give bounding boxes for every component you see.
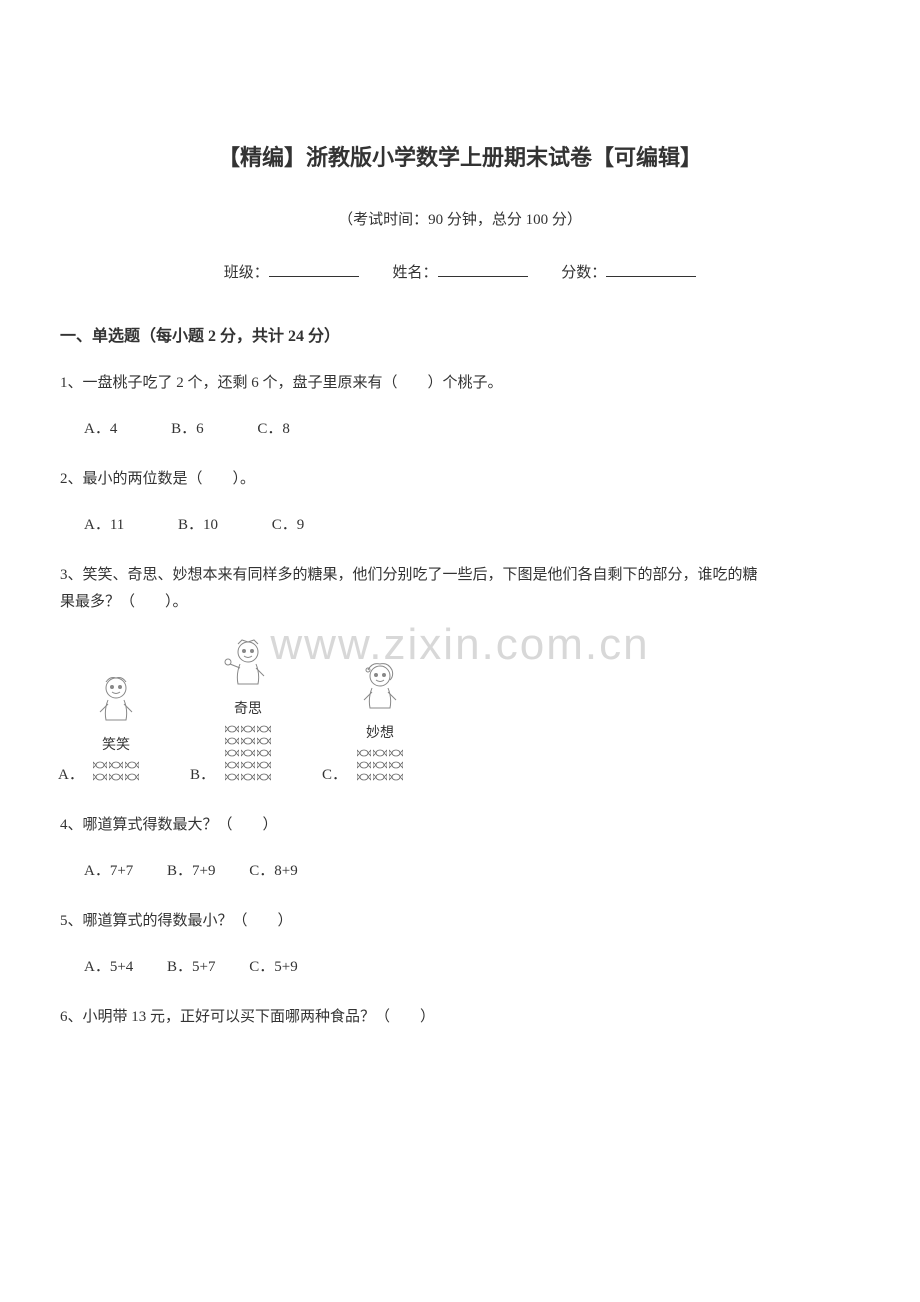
q1-opt-b: B．6: [171, 417, 204, 438]
miaoxiang-character-icon: [354, 660, 406, 718]
q5-opt-b: B．5+7: [167, 955, 215, 976]
q3-line2: 果最多？（ ）。: [60, 594, 188, 610]
q3-opt-c: 妙想 C．: [354, 660, 406, 784]
class-label: 班级：: [224, 265, 269, 281]
question-1: 1、一盘桃子吃了 2 个，还剩 6 个，盘子里原来有（ ）个桃子。: [60, 370, 860, 397]
q3-opt-c-label: C．: [322, 763, 347, 784]
page-title: 【精编】浙教版小学数学上册期末试卷【可编辑】: [60, 140, 860, 172]
q3-opt-a-label: A．: [58, 763, 84, 784]
question-3-options: 笑笑 A． 奇思: [60, 636, 860, 784]
q2-opt-b: B．10: [178, 513, 218, 534]
xiaoxi-candies: [93, 760, 139, 784]
q3-opt-b: 奇思 B．: [222, 636, 274, 784]
score-label: 分数：: [561, 265, 606, 281]
question-6: 6、小明带 13 元，正好可以买下面哪两种食品？（ ）: [60, 1004, 860, 1031]
question-1-options: A．4 B．6 C．8: [60, 417, 860, 438]
q5-opt-a: A．5+4: [84, 955, 133, 976]
q4-opt-a: A．7+7: [84, 859, 133, 880]
question-4: 4、哪道算式得数最大？（ ）: [60, 812, 860, 839]
question-2-options: A．11 B．10 C．9: [60, 513, 860, 534]
question-5: 5、哪道算式的得数最小？（ ）: [60, 908, 860, 935]
q5-opt-c: C．5+9: [249, 955, 297, 976]
q4-opt-b: B．7+9: [167, 859, 215, 880]
exam-subtitle: （考试时间：90 分钟，总分 100 分）: [60, 208, 860, 229]
q3-opt-a: 笑笑 A．: [90, 672, 142, 784]
q2-opt-c: C．9: [272, 513, 305, 534]
score-blank: [606, 276, 696, 277]
qisi-candies: [225, 724, 271, 784]
question-5-options: A．5+4 B．5+7 C．5+9: [60, 955, 860, 976]
q4-opt-c: C．8+9: [249, 859, 297, 880]
q1-opt-a: A．4: [84, 417, 117, 438]
question-2: 2、最小的两位数是（ ）。: [60, 466, 860, 493]
name-label: 姓名：: [392, 265, 437, 281]
class-blank: [269, 276, 359, 277]
question-3: 3、笑笑、奇思、妙想本来有同样多的糖果，他们分别吃了一些后，下图是他们各自剩下的…: [60, 562, 860, 616]
qisi-name: 奇思: [234, 698, 262, 718]
q3-opt-b-label: B．: [190, 763, 215, 784]
qisi-character-icon: [222, 636, 274, 694]
xiaoxi-character-icon: [90, 672, 142, 730]
section-1-header: 一、单选题（每小题 2 分，共计 24 分）: [60, 322, 860, 346]
student-info-row: 班级： 姓名： 分数：: [60, 261, 860, 282]
q1-opt-c: C．8: [257, 417, 290, 438]
question-4-options: A．7+7 B．7+9 C．8+9: [60, 859, 860, 880]
q2-opt-a: A．11: [84, 513, 124, 534]
q3-line1: 3、笑笑、奇思、妙想本来有同样多的糖果，他们分别吃了一些后，下图是他们各自剩下的…: [60, 567, 758, 583]
name-blank: [438, 276, 528, 277]
miaoxiang-name: 妙想: [366, 722, 394, 742]
miaoxiang-candies: [357, 748, 403, 784]
xiaoxi-name: 笑笑: [102, 734, 130, 754]
document-content: 【精编】浙教版小学数学上册期末试卷【可编辑】 （考试时间：90 分钟，总分 10…: [60, 140, 860, 1031]
